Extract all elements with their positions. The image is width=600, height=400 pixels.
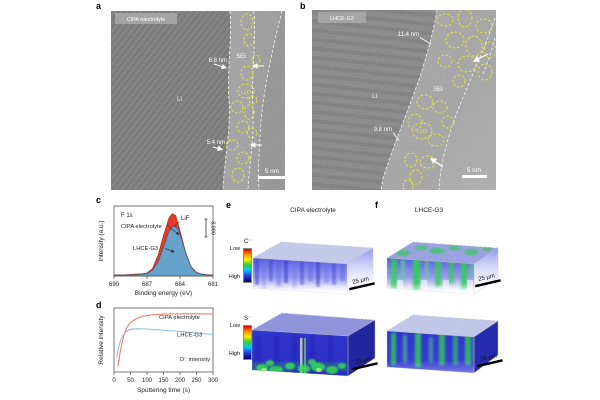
panel-letter-c: c — [96, 195, 102, 205]
map-title-lhce: LHCE-G3 — [414, 207, 444, 214]
panel-letter-b: b — [300, 1, 306, 11]
sulfur-enrichment — [252, 336, 348, 376]
thickness-bottom-label: 5.4 nm — [207, 140, 225, 146]
xps-chart: 690 687 684 681 Binding energy (eV) Inte… — [98, 205, 219, 297]
map-title-cipa: CIPA electrolyte — [290, 207, 336, 214]
annotation-connectors — [392, 37, 432, 141]
colorbar-s-ion — [243, 325, 252, 360]
colorbar-c-ion-label: C⁻ — [244, 239, 252, 245]
x-axis-label: Sputtering time (s) — [137, 387, 190, 394]
scale-bar-label: 25 μm — [478, 273, 496, 283]
y-axis-label: Intensity (a.u.) — [98, 220, 105, 261]
scale-bar-label: 25 μm — [480, 353, 498, 363]
tick-300: 300 — [208, 378, 219, 384]
tick-0: 0 — [112, 378, 116, 384]
li-label: Li — [372, 93, 377, 100]
sims-map-lhce-sulfur: 25 μm — [386, 314, 503, 374]
colorbar-c-ion — [243, 248, 252, 283]
scale-bar-label: 5 nm — [467, 167, 481, 174]
scale-bar: 25 μm — [475, 273, 501, 288]
thickness-bottom-label: 9.8 nm — [374, 127, 392, 133]
colorbar-high-label: High — [228, 351, 240, 357]
depth-profile-lines — [116, 313, 214, 367]
tick-684: 684 — [175, 282, 186, 288]
lif-peak-label: LiF — [181, 216, 190, 222]
series-cipa-electrolyte — [117, 313, 214, 367]
surface-arrows — [429, 53, 489, 168]
li2o-label: Li₂O — [417, 129, 427, 135]
panel-letter-f: f — [375, 200, 378, 210]
scale-bar: 25 μm — [349, 276, 375, 291]
colorbar-low-label: Low — [229, 323, 240, 329]
tick-690: 690 — [109, 282, 120, 288]
series-lhce-g3 — [113, 225, 214, 277]
xps-series-areas — [113, 213, 214, 277]
li2o-particle-outlines — [402, 10, 496, 190]
panel-letter-a: a — [96, 1, 102, 11]
tem-image-cipa: CIPA electrolyte Li SEI Li₂O 6.8 nm 5.4 … — [111, 11, 285, 190]
x-axis-ticks — [113, 276, 214, 279]
ion-intensity-note: O⁻ intensity — [180, 357, 211, 363]
thickness-top-label: 6.8 nm — [209, 58, 227, 64]
depth-profile-chart: 0 50 100 150 200 250 300 Sputtering time… — [98, 307, 219, 394]
tick-681: 681 — [208, 282, 219, 288]
colorbar-high-label: High — [228, 274, 240, 280]
tem-image-lhce: LHCE-G3 Li SEI Li₂O 11.4 nm 9.8 nm 5 nm — [312, 10, 496, 190]
sims-map-cipa-sulfur: 25 μm — [251, 312, 378, 377]
cipa-series-label: CIPA electrolyte — [159, 315, 200, 321]
scale-bar-label: 5 nm — [265, 168, 279, 175]
scale-bar — [462, 175, 487, 178]
tick-50: 50 — [127, 378, 134, 384]
chip-label: CIPA electrolyte — [127, 17, 166, 23]
sei-label: SEI — [433, 87, 443, 93]
intensity-scale-value: 3,000 — [210, 221, 216, 235]
scale-bar — [258, 176, 285, 179]
electrolyte-label-chip — [318, 12, 366, 23]
scale-bar: 25 μm — [477, 353, 503, 368]
tem-noise — [312, 10, 496, 190]
tick-200: 200 — [175, 378, 186, 384]
thickness-top-label: 11.4 nm — [398, 32, 419, 38]
series-lhce-g3 — [116, 328, 214, 358]
panel-letter-e: e — [226, 200, 232, 210]
tick-150: 150 — [158, 378, 169, 384]
sei-boundary-lines — [222, 11, 283, 190]
x-tick-labels: 690 687 684 681 — [109, 282, 219, 288]
chip-label: LHCE-G3 — [330, 16, 354, 22]
cipa-series-label: CIPA electrolyte — [121, 224, 162, 230]
measurement-arrows — [212, 63, 264, 151]
core-level-label: F 1s — [121, 213, 133, 219]
colorbar-s-ion-label: S⁻ — [244, 316, 252, 322]
tick-250: 250 — [191, 378, 202, 384]
intensity-scale-ibeam — [204, 218, 208, 238]
li-label: Li — [177, 96, 182, 103]
lhce-series-label: LHCE-G3 — [133, 246, 158, 252]
tick-687: 687 — [142, 282, 153, 288]
sims-map-lhce-carbon: 25 μm — [386, 241, 501, 295]
lhce-series-label: LHCE-G3 — [177, 333, 202, 339]
panel-letter-d: d — [96, 300, 102, 310]
plot-frame — [113, 205, 214, 277]
sims-map-cipa-carbon: 25 μm — [252, 241, 375, 295]
tem-noise — [111, 11, 285, 190]
li2o-label: Li₂O — [241, 90, 251, 96]
tick-100: 100 — [142, 378, 153, 384]
electrolyte-label-chip — [115, 13, 177, 24]
x-axis-label: Binding energy (eV) — [135, 290, 192, 297]
sei-label: SEI — [236, 54, 246, 60]
x-tick-labels: 0 50 100 150 200 250 300 — [112, 378, 218, 384]
colorbar-low-label: Low — [229, 246, 240, 252]
scale-bar-label: 25 μm — [352, 276, 370, 286]
annotation-arrows — [164, 221, 180, 253]
x-axis-ticks — [113, 372, 214, 375]
y-axis-label: Relative intensity — [98, 315, 105, 365]
scale-bar-label: 25 μm — [355, 356, 373, 366]
scale-bar: 25 μm — [352, 356, 378, 371]
